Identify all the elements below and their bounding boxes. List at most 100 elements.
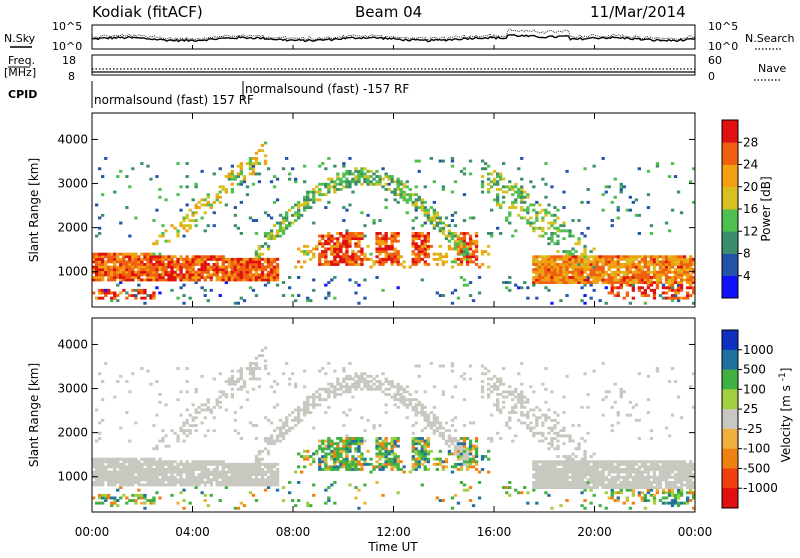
power-cell <box>122 255 125 258</box>
velocity-cell <box>201 375 204 378</box>
velocity-cell <box>158 465 161 468</box>
power-cell <box>179 268 182 271</box>
power-cell <box>683 268 686 271</box>
power-cell <box>152 266 155 269</box>
velocity-cell <box>140 463 143 466</box>
velocity-cell <box>641 460 644 463</box>
power-cell <box>158 276 161 279</box>
velocity-cell <box>602 478 605 481</box>
velocity-cell <box>143 476 146 479</box>
velocity-cell <box>620 468 623 471</box>
velocity-cell <box>357 447 360 450</box>
power-cell <box>662 266 665 269</box>
velocity-cell <box>95 440 98 443</box>
power-cell <box>641 258 644 261</box>
velocity-cell <box>391 453 394 456</box>
velocity-cell <box>397 437 400 440</box>
power-cell <box>375 232 378 235</box>
power-cell <box>683 266 686 269</box>
velocity-cell <box>318 396 321 399</box>
velocity-cell <box>644 507 647 510</box>
power-cell <box>146 258 149 261</box>
velocity-cell <box>532 489 535 492</box>
power-cell <box>164 279 167 282</box>
power-cell <box>662 258 665 261</box>
velocity-cell <box>553 463 556 466</box>
velocity-cell <box>611 484 614 487</box>
power-cell <box>152 297 155 300</box>
velocity-cell <box>113 502 116 505</box>
velocity-cell <box>421 450 424 453</box>
power-cell <box>577 242 580 245</box>
power-cell <box>204 260 207 263</box>
power-cell <box>511 206 514 209</box>
power-cell <box>668 276 671 279</box>
velocity-cell <box>415 422 418 425</box>
velocity-cell <box>568 468 571 471</box>
power-cell <box>149 253 152 256</box>
power-cell <box>571 235 574 238</box>
power-cell <box>562 224 565 227</box>
velocity-cell <box>427 414 430 417</box>
velocity-cell <box>243 484 246 487</box>
velocity-cell <box>243 465 246 468</box>
power-cell <box>149 263 152 266</box>
power-cell <box>176 276 179 279</box>
velocity-cell <box>424 419 427 422</box>
power-cell <box>243 299 246 302</box>
velocity-cell <box>632 476 635 479</box>
power-cell <box>161 260 164 263</box>
velocity-cell <box>143 484 146 487</box>
power-cell <box>556 258 559 261</box>
power-cell <box>662 263 665 266</box>
power-cell <box>155 271 158 274</box>
velocity-cell <box>327 497 330 500</box>
power-cell <box>544 273 547 276</box>
velocity-cell <box>550 445 553 448</box>
power-cell <box>360 253 363 256</box>
power-cell <box>391 245 394 248</box>
velocity-cell <box>354 460 357 463</box>
power-cell <box>375 235 378 238</box>
velocity-cell <box>632 489 635 492</box>
velocity-cell <box>568 486 571 489</box>
velocity-cell <box>297 409 300 412</box>
power-cell <box>659 263 662 266</box>
velocity-cell <box>161 465 164 468</box>
velocity-cell <box>580 478 583 481</box>
velocity-cell <box>466 455 469 458</box>
velocity-cell <box>415 468 418 471</box>
velocity-cell <box>345 378 348 381</box>
power-cell <box>333 258 336 261</box>
power-cell <box>418 248 421 251</box>
velocity-cell <box>276 484 279 487</box>
velocity-cell <box>469 440 472 443</box>
power-cell <box>403 183 406 186</box>
velocity-cell <box>321 447 324 450</box>
velocity-cell <box>128 460 131 463</box>
velocity-cell <box>267 476 270 479</box>
velocity-cell <box>451 507 454 510</box>
velocity-cell <box>330 445 333 448</box>
power-cell <box>641 276 644 279</box>
velocity-cell <box>182 422 185 425</box>
velocity-cell <box>345 388 348 391</box>
power-cell <box>276 268 279 271</box>
power-cell <box>378 263 381 266</box>
velocity-cell <box>580 491 583 494</box>
velocity-cell <box>158 468 161 471</box>
power-cell <box>583 245 586 248</box>
power-cell <box>481 175 484 178</box>
power-cell <box>583 235 586 238</box>
velocity-cell <box>354 463 357 466</box>
velocity-cell <box>418 437 421 440</box>
power-cell <box>520 185 523 188</box>
power-cell <box>312 248 315 251</box>
power-cell <box>505 219 508 222</box>
velocity-cell <box>113 478 116 481</box>
velocity-cell <box>240 481 243 484</box>
power-cell <box>98 167 101 170</box>
power-cell <box>529 222 532 225</box>
power-cell <box>306 297 309 300</box>
velocity-cell <box>246 471 249 474</box>
